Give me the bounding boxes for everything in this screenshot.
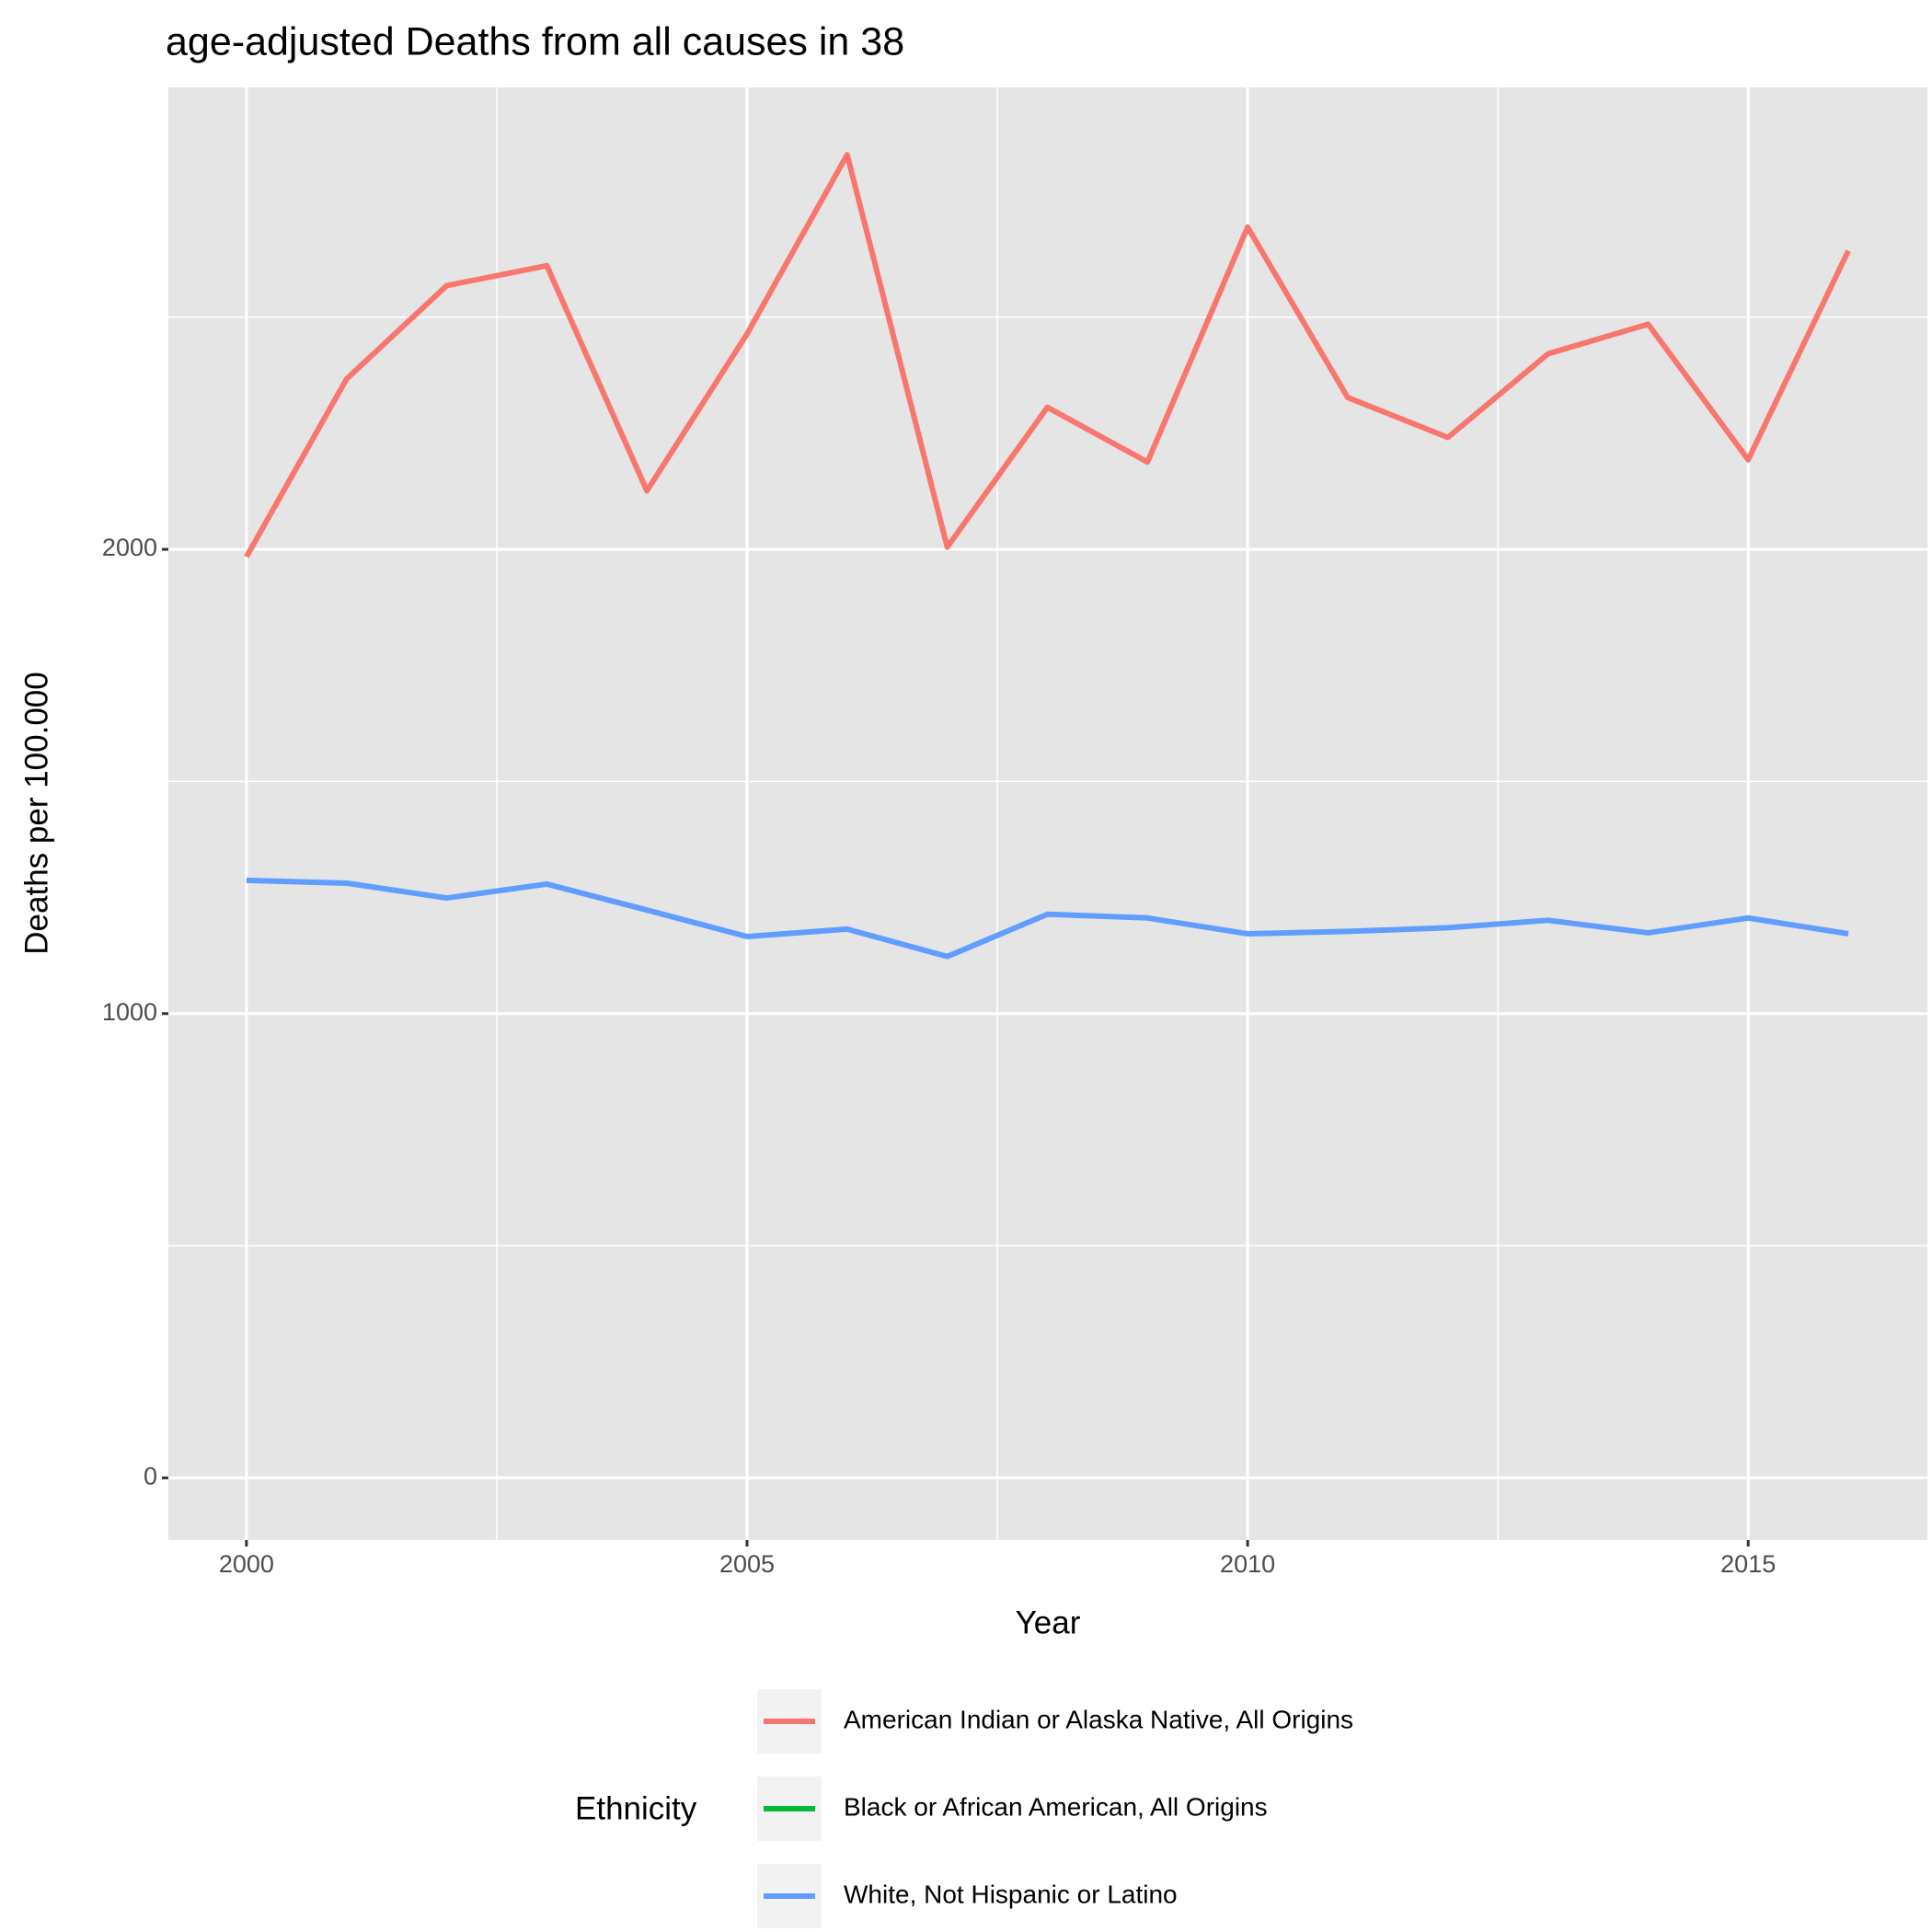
legend-label: White, Not Hispanic or Latino bbox=[844, 1880, 1178, 1908]
x-tick-label: 2000 bbox=[219, 1550, 274, 1578]
y-axis-title: Deaths per 100.000 bbox=[18, 672, 54, 954]
legend-label: American Indian or Alaska Native, All Or… bbox=[844, 1705, 1353, 1733]
series-line bbox=[244, 152, 1851, 558]
y-tick-label: 1000 bbox=[102, 998, 157, 1026]
y-tick-label: 0 bbox=[144, 1463, 157, 1490]
x-tick-label: 2010 bbox=[1220, 1550, 1275, 1578]
plot-panel bbox=[168, 87, 1927, 1540]
x-axis-title: Year bbox=[1016, 1604, 1081, 1640]
legend-label: Black or African American, All Origins bbox=[844, 1792, 1268, 1821]
chart-title: age-adjusted Deaths from all causes in 3… bbox=[166, 19, 904, 63]
y-tick-label: 2000 bbox=[102, 534, 157, 561]
series-line bbox=[246, 877, 1849, 960]
legend-title: Ethnicity bbox=[575, 1790, 697, 1826]
x-tick-label: 2015 bbox=[1720, 1550, 1776, 1578]
x-tick-label: 2005 bbox=[719, 1550, 775, 1578]
